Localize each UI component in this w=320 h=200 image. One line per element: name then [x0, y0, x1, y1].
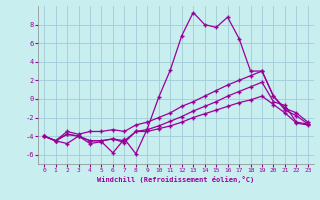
X-axis label: Windchill (Refroidissement éolien,°C): Windchill (Refroidissement éolien,°C) — [97, 176, 255, 183]
